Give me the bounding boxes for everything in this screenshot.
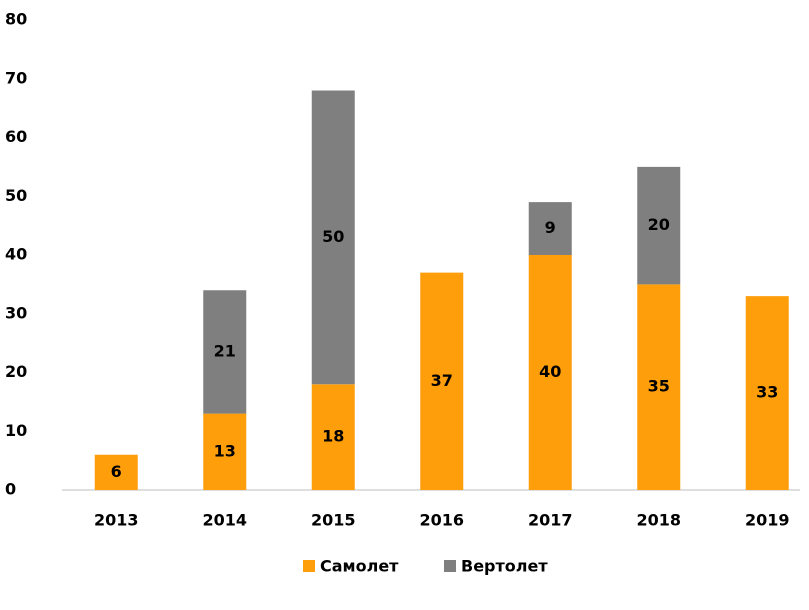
x-tick-label: 2018	[636, 511, 681, 530]
data-label: 18	[322, 427, 344, 446]
data-label: 37	[431, 371, 453, 390]
bar-segment	[637, 284, 681, 490]
data-label: 20	[648, 215, 670, 234]
legend-swatch	[444, 560, 456, 572]
bar-segment	[420, 272, 464, 490]
bar-segment	[311, 384, 355, 490]
bar-segment	[637, 166, 681, 285]
y-tick-label: 60	[5, 127, 27, 146]
y-tick-label: 10	[5, 421, 27, 440]
x-tick-label: 2014	[202, 511, 247, 530]
x-tick-label: 2017	[528, 511, 573, 530]
legend-label: Вертолет	[461, 557, 548, 576]
data-label: 35	[648, 377, 670, 396]
y-tick-label: 30	[5, 303, 27, 322]
y-tick-label: 0	[5, 480, 16, 499]
bar-segment	[203, 290, 247, 414]
data-label: 40	[539, 362, 561, 381]
y-tick-label: 40	[5, 245, 27, 264]
legend-swatch	[303, 560, 315, 572]
data-label: 9	[545, 218, 556, 237]
data-label: 50	[322, 227, 344, 246]
x-tick-label: 2016	[419, 511, 464, 530]
y-tick-label: 80	[5, 10, 27, 29]
y-tick-label: 50	[5, 186, 27, 205]
x-tick-label: 2019	[745, 511, 790, 530]
bar-segment	[203, 413, 247, 490]
y-tick-label: 20	[5, 362, 27, 381]
data-label: 6	[111, 462, 122, 481]
data-label: 13	[214, 441, 236, 460]
bar-segment	[311, 90, 355, 385]
data-label: 33	[756, 383, 778, 402]
bar-segment	[528, 202, 572, 255]
x-tick-label: 2013	[94, 511, 139, 530]
legend-label: Самолет	[320, 557, 399, 576]
x-tick-label: 2015	[311, 511, 356, 530]
bar-segment	[94, 454, 138, 490]
y-tick-label: 70	[5, 68, 27, 87]
data-label: 21	[214, 341, 236, 360]
bar-segment	[528, 255, 572, 490]
bar-segment	[745, 296, 789, 490]
